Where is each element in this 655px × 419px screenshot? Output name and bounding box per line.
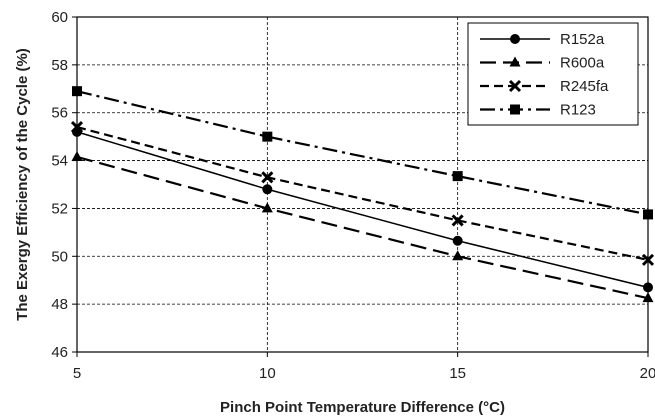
data-point-r600a: [261, 202, 273, 213]
y-tick-label: 60: [51, 9, 68, 26]
legend-label-r600a: R600a: [560, 55, 605, 72]
x-axis-title: Pinch Point Temperature Difference (°C): [220, 399, 505, 416]
y-tick-label: 52: [51, 200, 68, 217]
y-tick-label: 54: [51, 153, 68, 170]
y-tick-label: 46: [51, 344, 68, 361]
x-tick-label: 10: [259, 365, 276, 382]
data-point-r245fa-stroke: [261, 171, 274, 184]
legend-label-r152a: R152a: [560, 31, 605, 48]
legend-marker-r245fa-stroke: [508, 79, 522, 93]
series-r600a: [71, 150, 654, 303]
x-tick-label: 5: [73, 365, 81, 382]
data-point-r123: [72, 86, 82, 97]
y-tick-label: 58: [51, 57, 68, 74]
series-line-r152a: [76, 131, 649, 289]
legend-marker-r600a: [509, 56, 521, 67]
tick-labels: 46 48 50 52 54 56 58 60 5 10 15 20: [51, 9, 655, 382]
legend: R152a R600a R245fa R123: [467, 22, 639, 126]
legend-marker-r152a: [510, 34, 520, 44]
data-point-r123: [643, 209, 653, 220]
legend-item-r600a: R600a: [480, 55, 605, 72]
data-point-r600a: [71, 150, 83, 161]
legend-marker-r123: [510, 104, 520, 115]
y-tick-label: 56: [51, 105, 68, 122]
data-point-r123: [452, 171, 463, 182]
series-r152a: [72, 126, 653, 293]
data-point-r152a: [262, 184, 273, 195]
data-point-r245fa: [451, 214, 464, 227]
data-point-r600a: [642, 292, 654, 303]
data-point-r245fa-stroke: [641, 253, 655, 266]
legend-item-r152a: R152a: [480, 31, 605, 48]
data-point-r245fa-stroke: [70, 121, 84, 134]
series-layer: [70, 86, 655, 303]
data-point-r245fa: [261, 171, 274, 184]
y-axis-title: The Exergy Efficiency of the Cycle (%): [14, 48, 31, 321]
data-point-r245fa: [641, 253, 655, 266]
x-tick-label: 15: [449, 365, 466, 382]
legend-label-r245fa: R245fa: [560, 78, 609, 95]
data-point-r245fa: [70, 121, 84, 134]
data-point-r152a: [643, 282, 653, 293]
y-tick-label: 50: [51, 248, 68, 265]
data-point-r245fa-stroke: [451, 214, 464, 227]
legend-marker-r245fa: [508, 79, 522, 93]
data-point-r600a: [452, 250, 464, 261]
legend-box: [467, 22, 639, 126]
legend-item-r245fa: R245fa: [480, 78, 609, 95]
x-tick-label: 20: [640, 365, 655, 382]
legend-item-r123: R123: [480, 102, 596, 119]
series-line-r245fa: [76, 126, 649, 261]
data-point-r123: [262, 131, 273, 142]
series-r245fa: [70, 121, 655, 266]
legend-label-r123: R123: [560, 102, 596, 119]
series-line-r123: [76, 90, 649, 216]
series-r123: [72, 86, 653, 220]
series-line-r600a: [76, 155, 649, 300]
data-point-r152a: [452, 235, 463, 246]
y-tick-label: 48: [51, 296, 68, 313]
plot-border: [76, 16, 649, 353]
